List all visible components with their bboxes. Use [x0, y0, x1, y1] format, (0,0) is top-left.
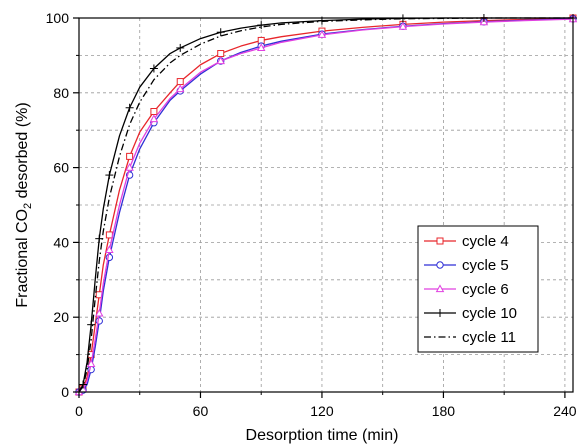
- legend-item-cycle-10: cycle 10: [424, 305, 517, 322]
- legend-label: cycle 11: [462, 329, 516, 346]
- data-point-cycle-6: [95, 308, 104, 317]
- data-point-cycle-6: [256, 43, 266, 52]
- data-point-cycle-6: [317, 30, 327, 38]
- x-tick-label: 0: [75, 403, 83, 419]
- axes: 0 60 120 180 240 0 20 40 60 80 100 Desorption time …: [14, 10, 577, 444]
- data-point-cycle-4: [105, 231, 113, 239]
- y-tick-label: 80: [53, 85, 69, 101]
- y-tick-label: 100: [46, 10, 70, 26]
- data-point-cycle-10: [87, 320, 96, 329]
- grid: [79, 18, 573, 392]
- legend-label: cycle 4: [462, 233, 509, 250]
- legend-label: cycle 5: [462, 257, 509, 274]
- data-point-cycle-10: [176, 43, 185, 52]
- x-tick-label: 120: [310, 403, 334, 419]
- legend-marker: [435, 284, 445, 293]
- data-point-cycle-6: [125, 162, 134, 171]
- x-tick-label: 60: [193, 403, 209, 419]
- data-point-cycle-5: [95, 317, 103, 325]
- data-point-cycle-10: [125, 103, 134, 112]
- legend-label: cycle 10: [462, 305, 517, 322]
- legend-item-cycle-5: cycle 5: [424, 257, 509, 274]
- data-point-cycle-6: [175, 84, 185, 93]
- series-layer: [74, 14, 578, 396]
- data-point-cycle-10: [257, 21, 266, 30]
- y-axis-title: Fractional CO2 desorbed (%): [14, 102, 34, 307]
- data-point-cycle-6: [86, 359, 96, 368]
- legend-marker: [436, 237, 444, 245]
- data-point-cycle-10: [216, 28, 225, 37]
- legend: cycle 4 cycle 5 cycle 6 cycle 10 cycle 11: [417, 225, 539, 353]
- data-point-cycle-6: [216, 56, 225, 65]
- y-tick-label: 60: [53, 160, 69, 176]
- series-line-cycle-6: [78, 18, 574, 393]
- legend-item-cycle-4: cycle 4: [424, 233, 509, 250]
- x-axis-title: Desorption time (min): [246, 427, 399, 444]
- data-point-cycle-6: [105, 245, 114, 253]
- legend-label: cycle 6: [462, 281, 509, 298]
- series-line-cycle-11: [78, 17, 573, 393]
- x-tick-label: 180: [432, 403, 456, 419]
- y-tick-label: 0: [61, 384, 69, 400]
- series-cycle-11: [78, 17, 573, 393]
- y-tick-label: 20: [53, 309, 69, 325]
- data-point-cycle-10: [149, 64, 158, 73]
- data-point-cycle-4: [150, 108, 158, 115]
- data-point-cycle-4: [126, 152, 134, 160]
- data-point-cycle-4: [217, 50, 225, 58]
- legend-marker: [436, 261, 444, 269]
- data-point-cycle-6: [398, 21, 408, 30]
- legend-item-cycle-6: cycle 6: [424, 281, 509, 298]
- legend-item-cycle-11: cycle 11: [424, 329, 516, 346]
- data-point-cycle-10: [105, 171, 114, 180]
- data-point-cycle-6: [149, 114, 159, 123]
- data-point-cycle-4: [176, 78, 184, 86]
- legend-marker: [436, 309, 444, 317]
- y-tick-label: 40: [53, 234, 69, 250]
- x-tick-label: 240: [553, 403, 577, 419]
